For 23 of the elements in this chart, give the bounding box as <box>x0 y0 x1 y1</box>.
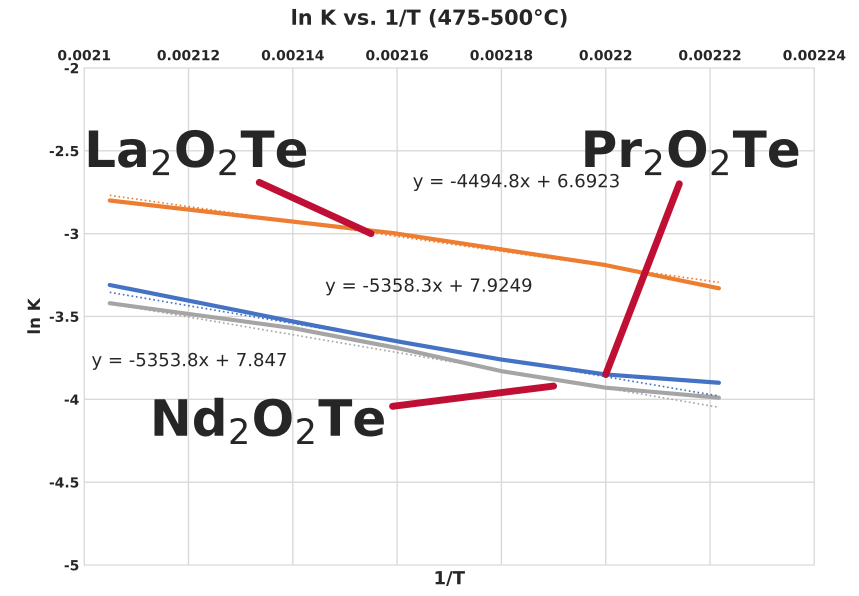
y-tick-label: -2 <box>64 62 78 74</box>
y-tick-label: -3 <box>64 228 78 240</box>
y-tick-label: -4 <box>64 394 79 405</box>
annotation: y = -4494.8x + 6.6923 <box>413 174 619 191</box>
y-tick-label: -4.5 <box>50 477 78 488</box>
chart-title: ln K vs. 1/T (475-500°C) <box>292 8 567 28</box>
x-tick-label: 0.00222 <box>679 50 740 60</box>
y-tick-label: -5 <box>64 560 78 570</box>
y-tick-label: -3.5 <box>50 311 78 322</box>
x-tick-label: 0.00216 <box>366 50 428 60</box>
x-tick-label: 0.00212 <box>158 50 219 60</box>
y-tick-label: -2.5 <box>50 146 78 156</box>
annotation: y = -5358.3x + 7.9249 <box>326 278 532 296</box>
x-axis-title: 1/T <box>436 571 465 586</box>
x-tick-label: 0.00224 <box>783 50 846 60</box>
x-tick-label: 0.00214 <box>262 50 324 60</box>
y-axis-title: ln K <box>27 298 40 334</box>
annotation: Nd$_{2}$O$_{2}$Te <box>154 398 384 444</box>
x-tick-label: 0.00218 <box>470 50 532 60</box>
x-tick-label: 0.0022 <box>580 50 632 60</box>
x-tick-label: 0.0021 <box>58 50 110 60</box>
annotation: La$_{2}$O$_{2}$Te <box>88 130 306 176</box>
annotation: y = -5353.8x + 7.847 <box>92 352 286 370</box>
